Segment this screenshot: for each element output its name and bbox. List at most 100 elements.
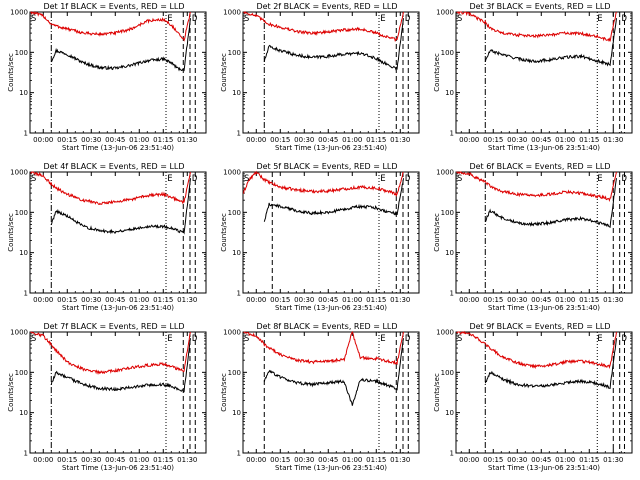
marker-end: E <box>597 174 602 184</box>
marker-stop: D <box>192 174 197 184</box>
y-tick-label: 1000 <box>10 9 28 17</box>
x-tick-label: 01:15 <box>153 296 173 304</box>
x-tick-label: 00:00 <box>33 136 53 144</box>
plot-frame <box>455 11 633 134</box>
x-tick-label: 01:30 <box>177 456 197 464</box>
x-tick-label: 01:00 <box>555 456 575 464</box>
y-axis-label: Counts/sec <box>7 373 15 412</box>
detector-chart-8: Det 8f BLACK = Events, RED = LLD 1 10 100 10… <box>220 322 420 472</box>
x-tick-label: 00:45 <box>318 456 338 464</box>
marker-stop: D <box>405 174 410 184</box>
x-tick-label: 01:15 <box>366 136 386 144</box>
series-events-line <box>263 338 404 406</box>
detector-chart-2: Det 2f BLACK = Events, RED = LLD 1 10 100 10… <box>220 2 420 152</box>
x-tick-label: 01:30 <box>390 136 410 144</box>
y-tick-label: 1 <box>450 290 454 298</box>
x-tick-label: 01:00 <box>342 456 362 464</box>
series-lld-line <box>243 330 404 366</box>
y-tick-label: 1 <box>237 130 241 138</box>
x-tick-label: 00:00 <box>459 456 479 464</box>
x-tick-label: 00:15 <box>270 456 290 464</box>
x-tick-label: 00:00 <box>459 296 479 304</box>
chart-title: Det 9f BLACK = Events, RED = LLD <box>469 322 610 331</box>
x-tick-label: 00:00 <box>33 456 53 464</box>
y-axis-label: Counts/sec <box>433 373 441 412</box>
x-tick-label: 00:30 <box>507 456 527 464</box>
series-lld-line <box>456 330 617 370</box>
marker-stop: D <box>405 14 410 24</box>
detector-chart-4: Det 4f BLACK = Events, RED = LLD 1 10 100 10… <box>7 162 207 312</box>
detector-chart-9: Det 9f BLACK = Events, RED = LLD 1 10 100 10… <box>433 322 633 472</box>
series-lld-line <box>30 10 191 42</box>
series-lld-line <box>30 171 191 205</box>
plot-frame <box>242 331 420 454</box>
x-tick-label: 01:30 <box>177 136 197 144</box>
marker-start: S <box>31 14 36 24</box>
y-axis-label: Counts/sec <box>7 213 15 252</box>
x-tick-label: 00:15 <box>483 136 503 144</box>
x-tick-label: 00:15 <box>270 136 290 144</box>
chart-title: Det 7f BLACK = Events, RED = LLD <box>43 322 184 331</box>
plot-frame <box>29 331 207 454</box>
marker-start: S <box>244 14 249 24</box>
x-tick-label: 00:45 <box>318 136 338 144</box>
x-tick-label: 01:00 <box>129 456 149 464</box>
marker-start: S <box>457 14 462 24</box>
y-tick-label: 100 <box>15 369 28 377</box>
y-tick-label: 10 <box>19 249 28 257</box>
x-tick-label: 00:00 <box>246 136 266 144</box>
marker-end: E <box>380 14 385 24</box>
x-tick-label: 00:15 <box>57 296 77 304</box>
marker-stop: D <box>622 334 627 344</box>
marker-end: E <box>380 334 385 344</box>
plot-frame <box>242 171 420 294</box>
y-tick-label: 1000 <box>436 169 454 177</box>
x-axis-label: Start Time (13-Jun-06 23:51:40) <box>488 464 600 472</box>
x-tick-label: 01:00 <box>342 296 362 304</box>
series-events-line <box>50 178 191 235</box>
x-axis-label: Start Time (13-Jun-06 23:51:40) <box>62 144 174 152</box>
marker-end: E <box>597 334 602 344</box>
marker-start: S <box>244 334 249 344</box>
x-axis-label: Start Time (13-Jun-06 23:51:40) <box>275 464 387 472</box>
x-tick-label: 01:15 <box>153 456 173 464</box>
x-axis-label: Start Time (13-Jun-06 23:51:40) <box>488 304 600 312</box>
x-tick-label: 01:00 <box>129 136 149 144</box>
y-tick-label: 1000 <box>436 329 454 337</box>
x-tick-label: 01:30 <box>390 296 410 304</box>
series-events-line <box>50 18 191 72</box>
y-tick-label: 1000 <box>10 169 28 177</box>
x-tick-label: 01:15 <box>366 296 386 304</box>
x-tick-label: 00:30 <box>294 456 314 464</box>
plot-frame <box>29 11 207 134</box>
x-tick-label: 01:15 <box>579 296 599 304</box>
y-axis-label: Counts/sec <box>7 53 15 92</box>
marker-start: S <box>244 174 249 184</box>
chart-title: Det 8f BLACK = Events, RED = LLD <box>256 322 397 331</box>
y-tick-label: 10 <box>19 409 28 417</box>
x-tick-label: 00:30 <box>81 456 101 464</box>
series-lld-line <box>243 170 404 197</box>
y-tick-label: 10 <box>232 409 241 417</box>
marker-end: E <box>167 14 172 24</box>
y-axis-label: Counts/sec <box>220 373 228 412</box>
y-tick-label: 1 <box>450 450 454 458</box>
series-events-line <box>484 178 617 229</box>
detector-chart-7: Det 7f BLACK = Events, RED = LLD 1 10 100 10… <box>7 322 207 472</box>
marker-stop: D <box>622 14 627 24</box>
y-tick-label: 1000 <box>223 329 241 337</box>
chart-title: Det 6f BLACK = Events, RED = LLD <box>469 162 610 171</box>
marker-stop: D <box>405 334 410 344</box>
x-tick-label: 00:45 <box>105 136 125 144</box>
x-tick-label: 00:45 <box>531 296 551 304</box>
marker-stop: D <box>622 174 627 184</box>
x-tick-label: 00:00 <box>246 296 266 304</box>
x-tick-label: 01:00 <box>555 136 575 144</box>
x-tick-label: 00:00 <box>459 136 479 144</box>
x-tick-label: 01:30 <box>603 136 623 144</box>
x-tick-label: 01:15 <box>579 456 599 464</box>
y-tick-label: 10 <box>232 89 241 97</box>
y-tick-label: 10 <box>445 249 454 257</box>
x-tick-label: 00:30 <box>507 296 527 304</box>
y-tick-label: 1 <box>450 130 454 138</box>
